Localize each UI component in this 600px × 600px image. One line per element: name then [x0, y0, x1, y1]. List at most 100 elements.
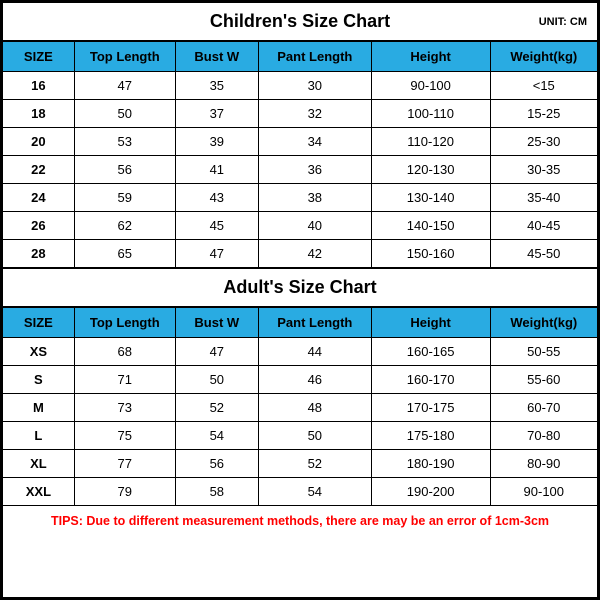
cell-top: 65: [74, 240, 175, 268]
table-row: 28654742150-16045-50: [3, 240, 597, 268]
cell-height: 190-200: [371, 478, 490, 506]
cell-size: 22: [3, 156, 74, 184]
cell-top: 62: [74, 212, 175, 240]
cell-pant: 48: [258, 394, 371, 422]
cell-size: S: [3, 366, 74, 394]
col-weight: Weight(kg): [490, 42, 597, 72]
cell-weight: 25-30: [490, 128, 597, 156]
cell-weight: 90-100: [490, 478, 597, 506]
col-top: Top Length: [74, 42, 175, 72]
cell-size: 16: [3, 72, 74, 100]
cell-pant: 40: [258, 212, 371, 240]
col-pant: Pant Length: [258, 42, 371, 72]
col-height: Height: [371, 42, 490, 72]
cell-pant: 38: [258, 184, 371, 212]
cell-size: 28: [3, 240, 74, 268]
cell-size: M: [3, 394, 74, 422]
cell-bust: 35: [175, 72, 258, 100]
cell-bust: 43: [175, 184, 258, 212]
children-title-bar: Children's Size Chart UNIT: CM: [3, 3, 597, 41]
cell-size: 26: [3, 212, 74, 240]
cell-bust: 37: [175, 100, 258, 128]
cell-bust: 47: [175, 240, 258, 268]
cell-top: 59: [74, 184, 175, 212]
cell-weight: <15: [490, 72, 597, 100]
cell-weight: 35-40: [490, 184, 597, 212]
cell-size: 24: [3, 184, 74, 212]
cell-top: 68: [74, 338, 175, 366]
cell-weight: 50-55: [490, 338, 597, 366]
col-bust: Bust W: [175, 42, 258, 72]
cell-top: 75: [74, 422, 175, 450]
cell-weight: 80-90: [490, 450, 597, 478]
col-top: Top Length: [74, 308, 175, 338]
cell-pant: 42: [258, 240, 371, 268]
cell-pant: 34: [258, 128, 371, 156]
table-row: 22564136120-13030-35: [3, 156, 597, 184]
table-row: XS684744160-16550-55: [3, 338, 597, 366]
table-row: L755450175-18070-80: [3, 422, 597, 450]
col-height: Height: [371, 308, 490, 338]
table-row: XXL795854190-20090-100: [3, 478, 597, 506]
size-chart-frame: Children's Size Chart UNIT: CM SIZE Top …: [0, 0, 600, 600]
cell-pant: 52: [258, 450, 371, 478]
cell-pant: 46: [258, 366, 371, 394]
cell-bust: 39: [175, 128, 258, 156]
cell-top: 47: [74, 72, 175, 100]
table-row: XL775652180-19080-90: [3, 450, 597, 478]
children-header-row: SIZE Top Length Bust W Pant Length Heigh…: [3, 42, 597, 72]
table-row: 24594338130-14035-40: [3, 184, 597, 212]
cell-pant: 32: [258, 100, 371, 128]
cell-size: XXL: [3, 478, 74, 506]
cell-bust: 56: [175, 450, 258, 478]
table-row: S715046160-17055-60: [3, 366, 597, 394]
cell-size: XS: [3, 338, 74, 366]
cell-size: 20: [3, 128, 74, 156]
cell-top: 71: [74, 366, 175, 394]
cell-height: 180-190: [371, 450, 490, 478]
cell-top: 53: [74, 128, 175, 156]
cell-pant: 36: [258, 156, 371, 184]
cell-top: 50: [74, 100, 175, 128]
cell-weight: 30-35: [490, 156, 597, 184]
cell-top: 73: [74, 394, 175, 422]
unit-label: UNIT: CM: [539, 16, 587, 28]
col-size: SIZE: [3, 42, 74, 72]
cell-height: 90-100: [371, 72, 490, 100]
cell-height: 170-175: [371, 394, 490, 422]
table-row: 18503732100-11015-25: [3, 100, 597, 128]
adult-title: Adult's Size Chart: [223, 277, 376, 297]
cell-bust: 58: [175, 478, 258, 506]
adult-size-table: SIZE Top Length Bust W Pant Length Heigh…: [3, 307, 597, 506]
table-row: M735248170-17560-70: [3, 394, 597, 422]
cell-pant: 44: [258, 338, 371, 366]
cell-weight: 70-80: [490, 422, 597, 450]
cell-size: XL: [3, 450, 74, 478]
cell-height: 150-160: [371, 240, 490, 268]
cell-height: 140-150: [371, 212, 490, 240]
cell-bust: 45: [175, 212, 258, 240]
cell-height: 100-110: [371, 100, 490, 128]
cell-pant: 54: [258, 478, 371, 506]
col-size: SIZE: [3, 308, 74, 338]
cell-height: 130-140: [371, 184, 490, 212]
cell-height: 110-120: [371, 128, 490, 156]
cell-weight: 40-45: [490, 212, 597, 240]
cell-size: L: [3, 422, 74, 450]
cell-top: 79: [74, 478, 175, 506]
cell-height: 175-180: [371, 422, 490, 450]
col-bust: Bust W: [175, 308, 258, 338]
cell-size: 18: [3, 100, 74, 128]
cell-pant: 30: [258, 72, 371, 100]
cell-bust: 41: [175, 156, 258, 184]
table-row: 26624540140-15040-45: [3, 212, 597, 240]
table-row: 1647353090-100<15: [3, 72, 597, 100]
cell-bust: 50: [175, 366, 258, 394]
table-row: 20533934110-12025-30: [3, 128, 597, 156]
cell-weight: 60-70: [490, 394, 597, 422]
children-size-table: SIZE Top Length Bust W Pant Length Heigh…: [3, 41, 597, 268]
cell-top: 77: [74, 450, 175, 478]
cell-bust: 52: [175, 394, 258, 422]
cell-pant: 50: [258, 422, 371, 450]
cell-height: 160-170: [371, 366, 490, 394]
